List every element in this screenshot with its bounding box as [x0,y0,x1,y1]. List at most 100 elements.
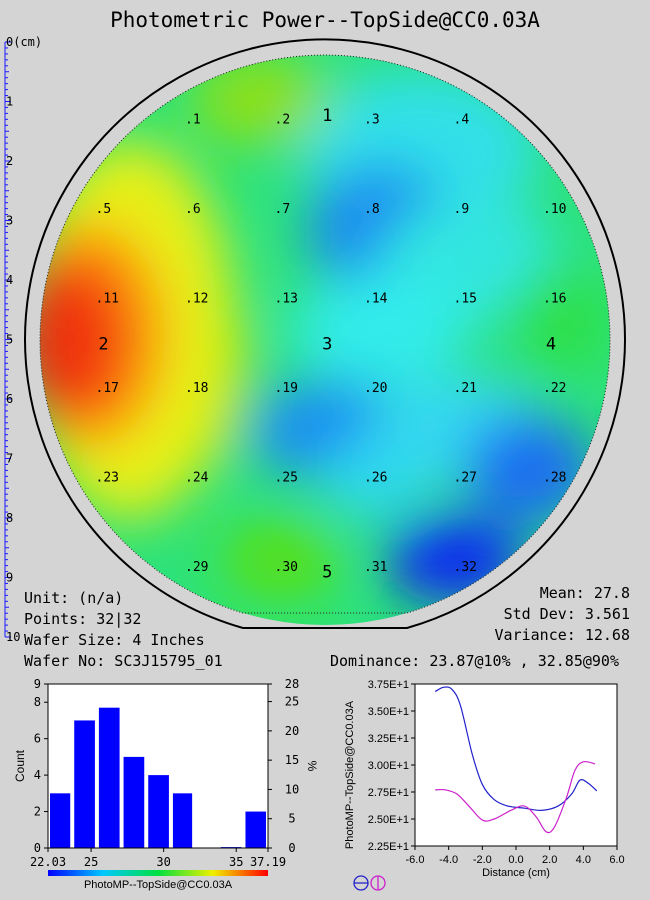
site-label: .4 [454,113,470,128]
cm-ruler: 0(cm) 1 2 3 4 5 6 7 8 9 10 [4,36,40,644]
line-y-tick: 3.00E+1 [368,760,409,772]
ruler-tick-label: 3 [6,214,13,228]
histogram-y2-tick: 25 [285,695,299,709]
scan-direction-icon [353,875,369,891]
line-x-tick: 2.0 [542,854,557,866]
histogram-y2-tick: 5 [288,812,295,826]
histogram-y2-tick: 0 [288,841,295,855]
histogram-x-tick: 22.03 [30,855,66,869]
site-label: .29 [185,560,208,575]
ruler-unit-label: 0(cm) [6,36,40,49]
histogram-y2-tick: 15 [285,753,299,767]
histogram-x-tick: 25 [84,855,98,869]
histogram-y-tick: 2 [34,805,41,819]
chart-title: Photometric Power--TopSide@CC0.03A [110,8,540,32]
histogram-bar [74,720,95,848]
line-profile-chart: 2.25E+1 2.50E+1 2.75E+1 3.00E+1 3.25E+1 3.50E… [344,679,625,891]
line-y-tick: 3.25E+1 [368,733,409,745]
histogram-y-tick: 0 [34,841,41,855]
dominance-label: Dominance: 23.87@10% , 32.85@90% [330,652,619,670]
site-label: .28 [543,471,566,486]
ruler-tick-label: 7 [6,452,13,466]
site-label: .16 [543,292,566,307]
zone-label: 3 [322,334,332,354]
zone-label: 5 [322,562,332,582]
site-label: .5 [96,202,112,217]
std-dev-label: Std Dev: 3.561 [503,605,630,623]
histogram-bar [148,775,169,848]
wafer-size-label: Wafer Size: 4 Inches [24,631,205,649]
line-y-tick: 3.75E+1 [368,679,409,691]
ruler-tick-label: 6 [6,392,13,406]
scan-direction-icon-2 [370,875,386,891]
line-x-tick: -6.0 [406,854,425,866]
histogram-y-label: Count [13,749,27,782]
ruler-tick-label: 9 [6,571,13,585]
line-x-tick: 6.0 [609,854,624,866]
ruler-tick-label: 8 [6,511,13,525]
site-label: .3 [364,113,380,128]
variance-label: Variance: 12.68 [494,626,630,644]
ruler-tick-label: 10 [6,630,20,644]
site-label: .12 [185,292,208,307]
wafer-edge-dotted [39,54,611,614]
ruler-tick-label: 4 [6,273,13,287]
colorbar-label: PhotoMP--TopSide@CC0.03A [84,879,233,891]
histogram-x-tick: 35 [229,855,243,869]
line-x-tick: -2.0 [473,854,492,866]
line-y-tick: 2.75E+1 [368,787,409,799]
series-line-blue [434,686,598,811]
unit-label: Unit: (n/a) [24,589,124,607]
site-label: .24 [185,471,209,486]
line-y-label: PhotoMP--TopSide@CC0.03A [344,700,356,849]
histogram-bar [98,707,120,848]
site-label: .20 [364,381,387,396]
site-label: .7 [275,202,291,217]
site-label: .26 [364,471,387,486]
site-label: .31 [364,560,387,575]
site-label: .23 [96,471,119,486]
site-label: .27 [454,471,477,486]
ruler-tick-label: 2 [6,154,13,168]
site-label: .30 [275,560,298,575]
site-label: .6 [185,202,201,217]
site-label: .22 [543,381,566,396]
colorbar [48,870,268,876]
site-label: .19 [275,381,298,396]
histogram-y-tick: 8 [34,695,41,709]
zone-label: 2 [98,334,108,354]
line-x-tick: 0.0 [508,854,523,866]
histogram-y2-tick: 28 [285,677,299,691]
wafer-no-label: Wafer No: SC3J15795_01 [24,652,223,670]
site-label: .11 [96,292,119,307]
zone-label: 1 [322,106,332,126]
site-label: .18 [185,381,208,396]
series-line-magenta [435,760,596,834]
site-label: .32 [454,560,477,575]
histogram-chart: 0 2 4 6 8 9 0 5 10 15 20 25 28 22.03 25 30 35 37.19 Count%… [13,677,319,891]
site-label: .1 [185,113,201,128]
ruler-tick-label: 5 [6,333,13,347]
mean-label: Mean: 27.8 [539,584,630,602]
line-plot-area [414,683,618,847]
site-label: .15 [454,292,477,307]
points-label: Points: 32|32 [24,610,142,628]
ruler-tick-label: 1 [6,95,13,109]
wafer-map: .1 .2 .3 .4 .5 .6 .7 .8 .9 .10 .11 .12 .13 .14 .15 .16.… [24,38,626,629]
zone-label: 4 [546,334,556,354]
site-label: .8 [364,202,380,217]
histogram-x-tick: 37.19 [250,855,286,869]
histogram-y-tick: 9 [34,677,41,691]
histogram-bar [245,811,266,848]
line-x-tick: -4.0 [439,854,458,866]
histogram-y2-tick: 10 [285,782,299,796]
site-label: .25 [275,471,298,486]
histogram-bar [123,756,145,848]
histogram-y-tick: 4 [34,768,41,782]
site-label: .2 [275,113,291,128]
histogram-y-tick: 6 [34,732,41,746]
site-label: .13 [275,292,298,307]
line-y-tick: 2.25E+1 [368,841,409,853]
histogram-bar [50,793,71,848]
site-label: .10 [543,202,566,217]
